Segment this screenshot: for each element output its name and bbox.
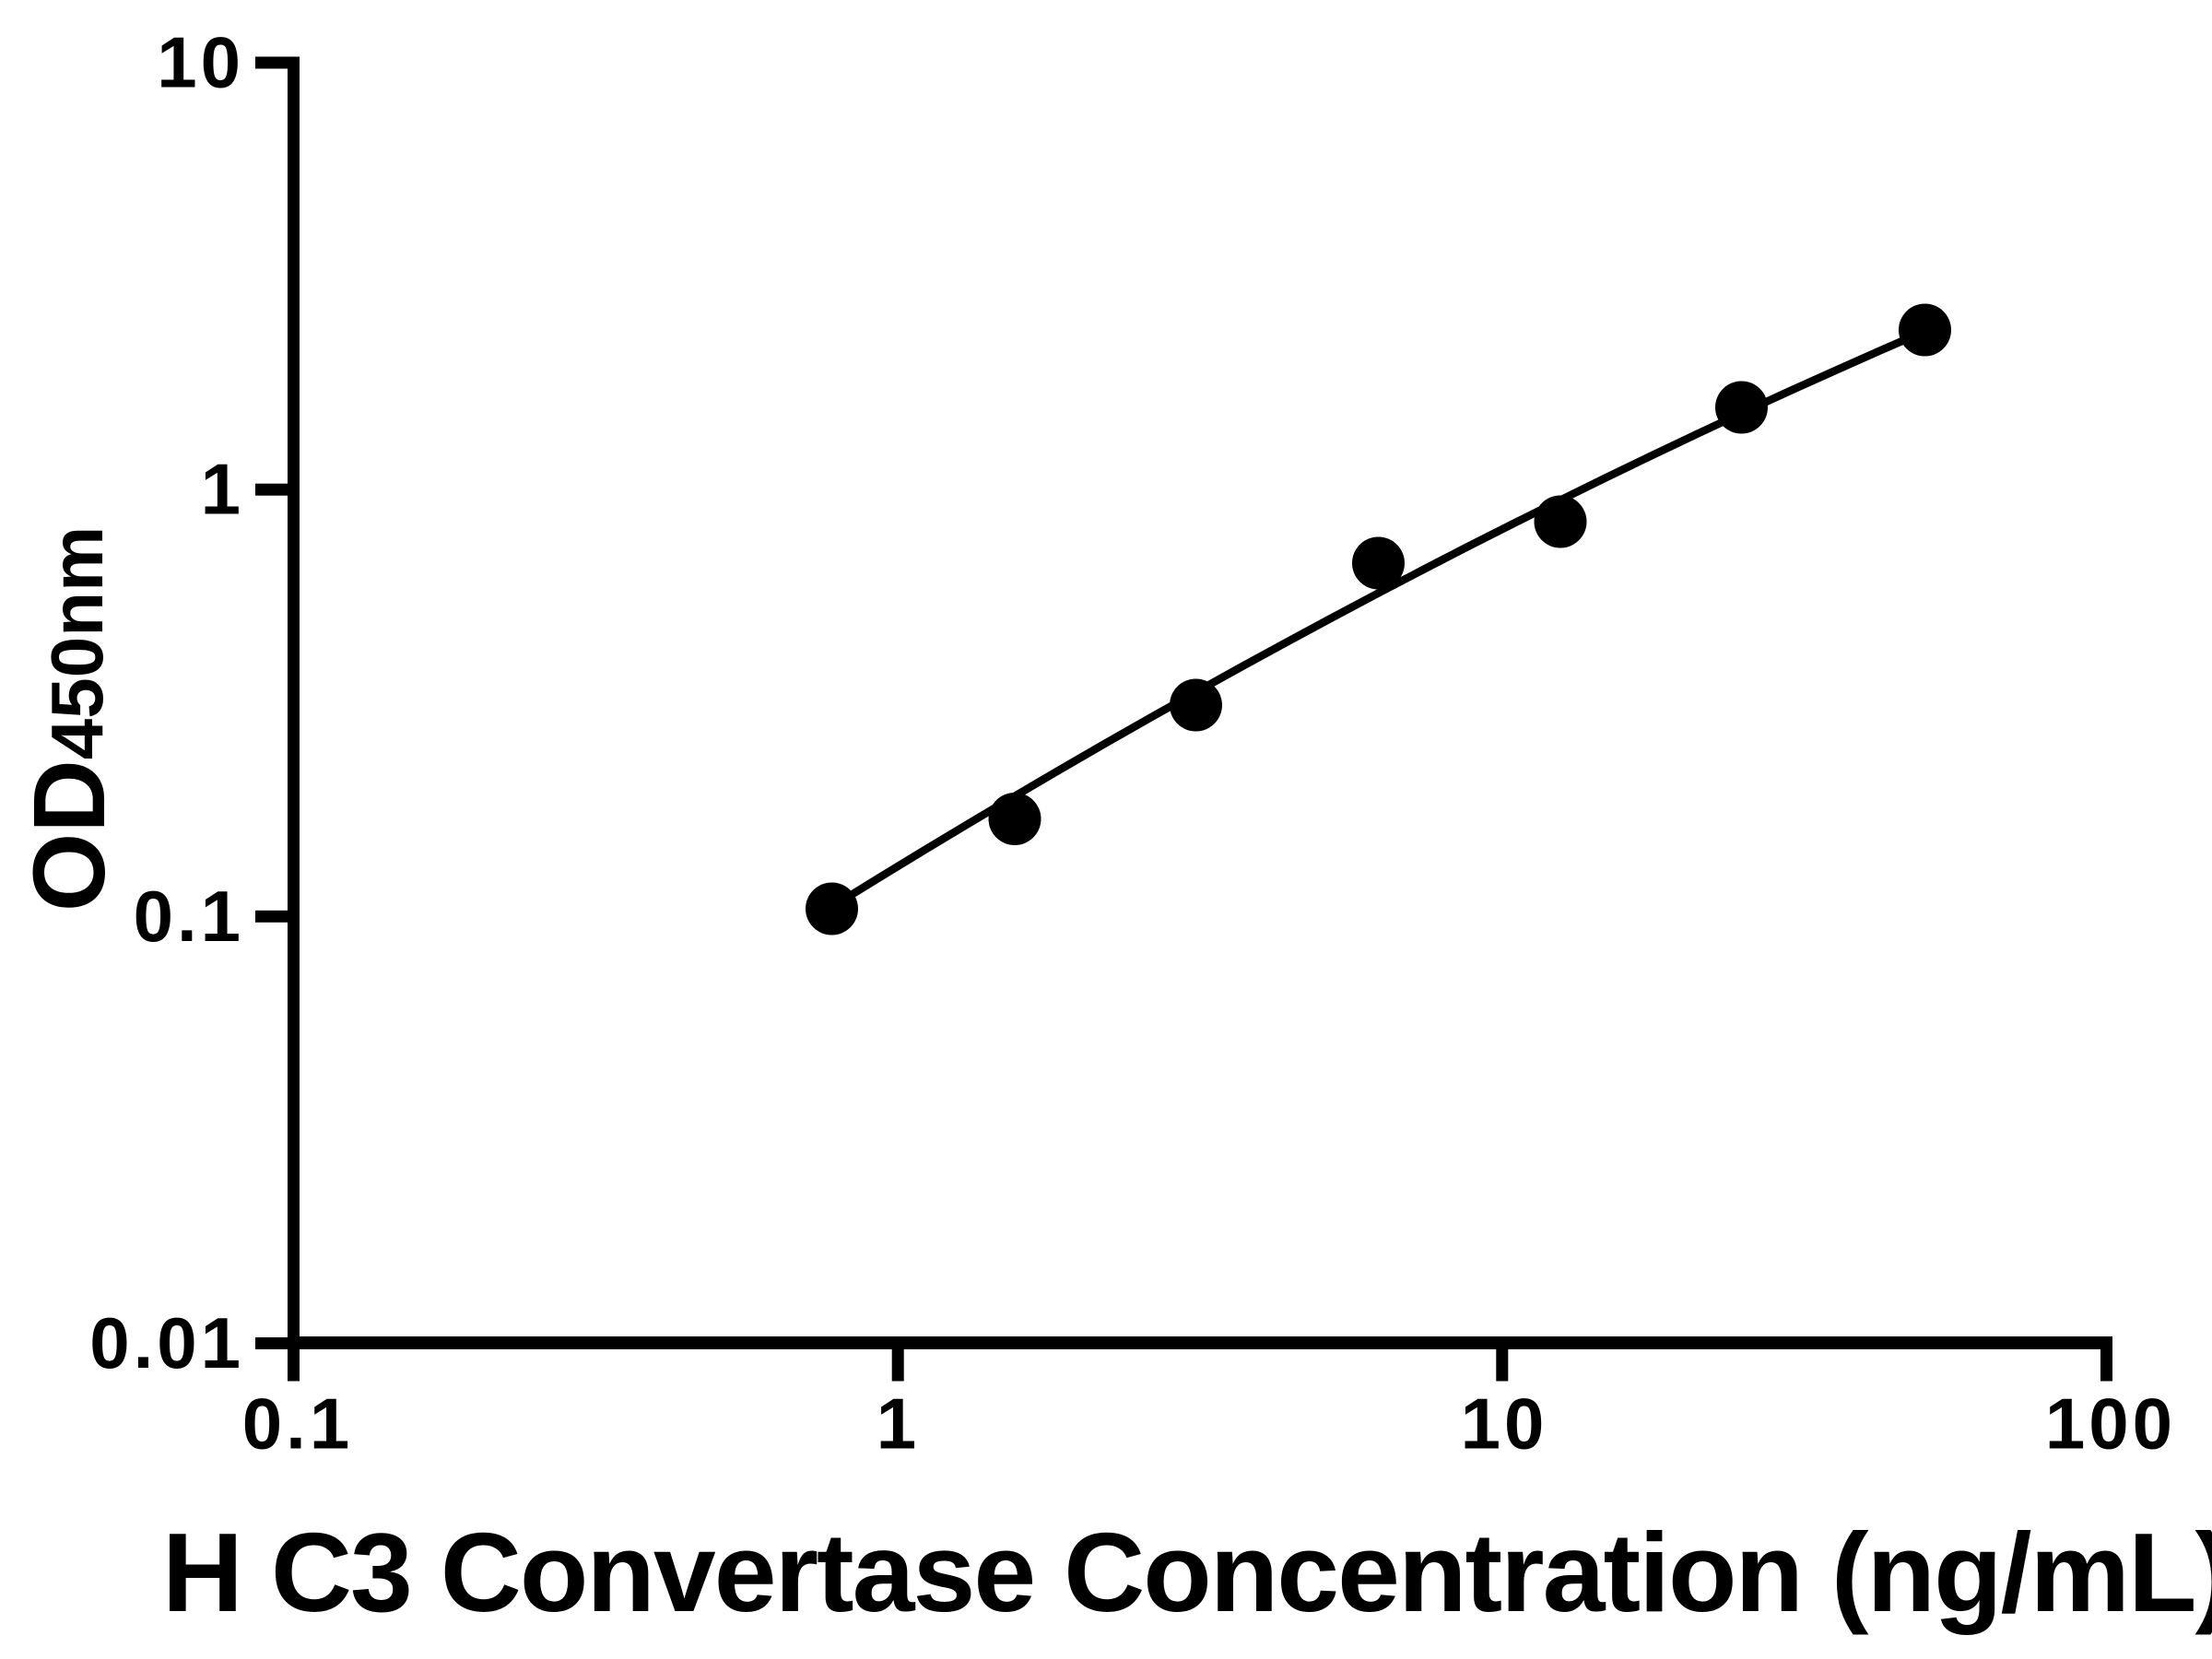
svg-text:100: 100 [2045, 1383, 2176, 1465]
svg-text:1: 1 [877, 1383, 920, 1465]
svg-text:OD450nm: OD450nm [13, 526, 126, 912]
svg-text:H C3 Convertase Concentration: H C3 Convertase Concentration (ng/mL) [162, 1510, 2212, 1635]
svg-text:0.1: 0.1 [242, 1383, 353, 1465]
svg-text:10: 10 [157, 22, 244, 103]
svg-text:10: 10 [1461, 1383, 1548, 1465]
svg-text:0.01: 0.01 [89, 1302, 244, 1383]
svg-text:1: 1 [201, 449, 244, 530]
svg-text:0.1: 0.1 [134, 876, 244, 957]
